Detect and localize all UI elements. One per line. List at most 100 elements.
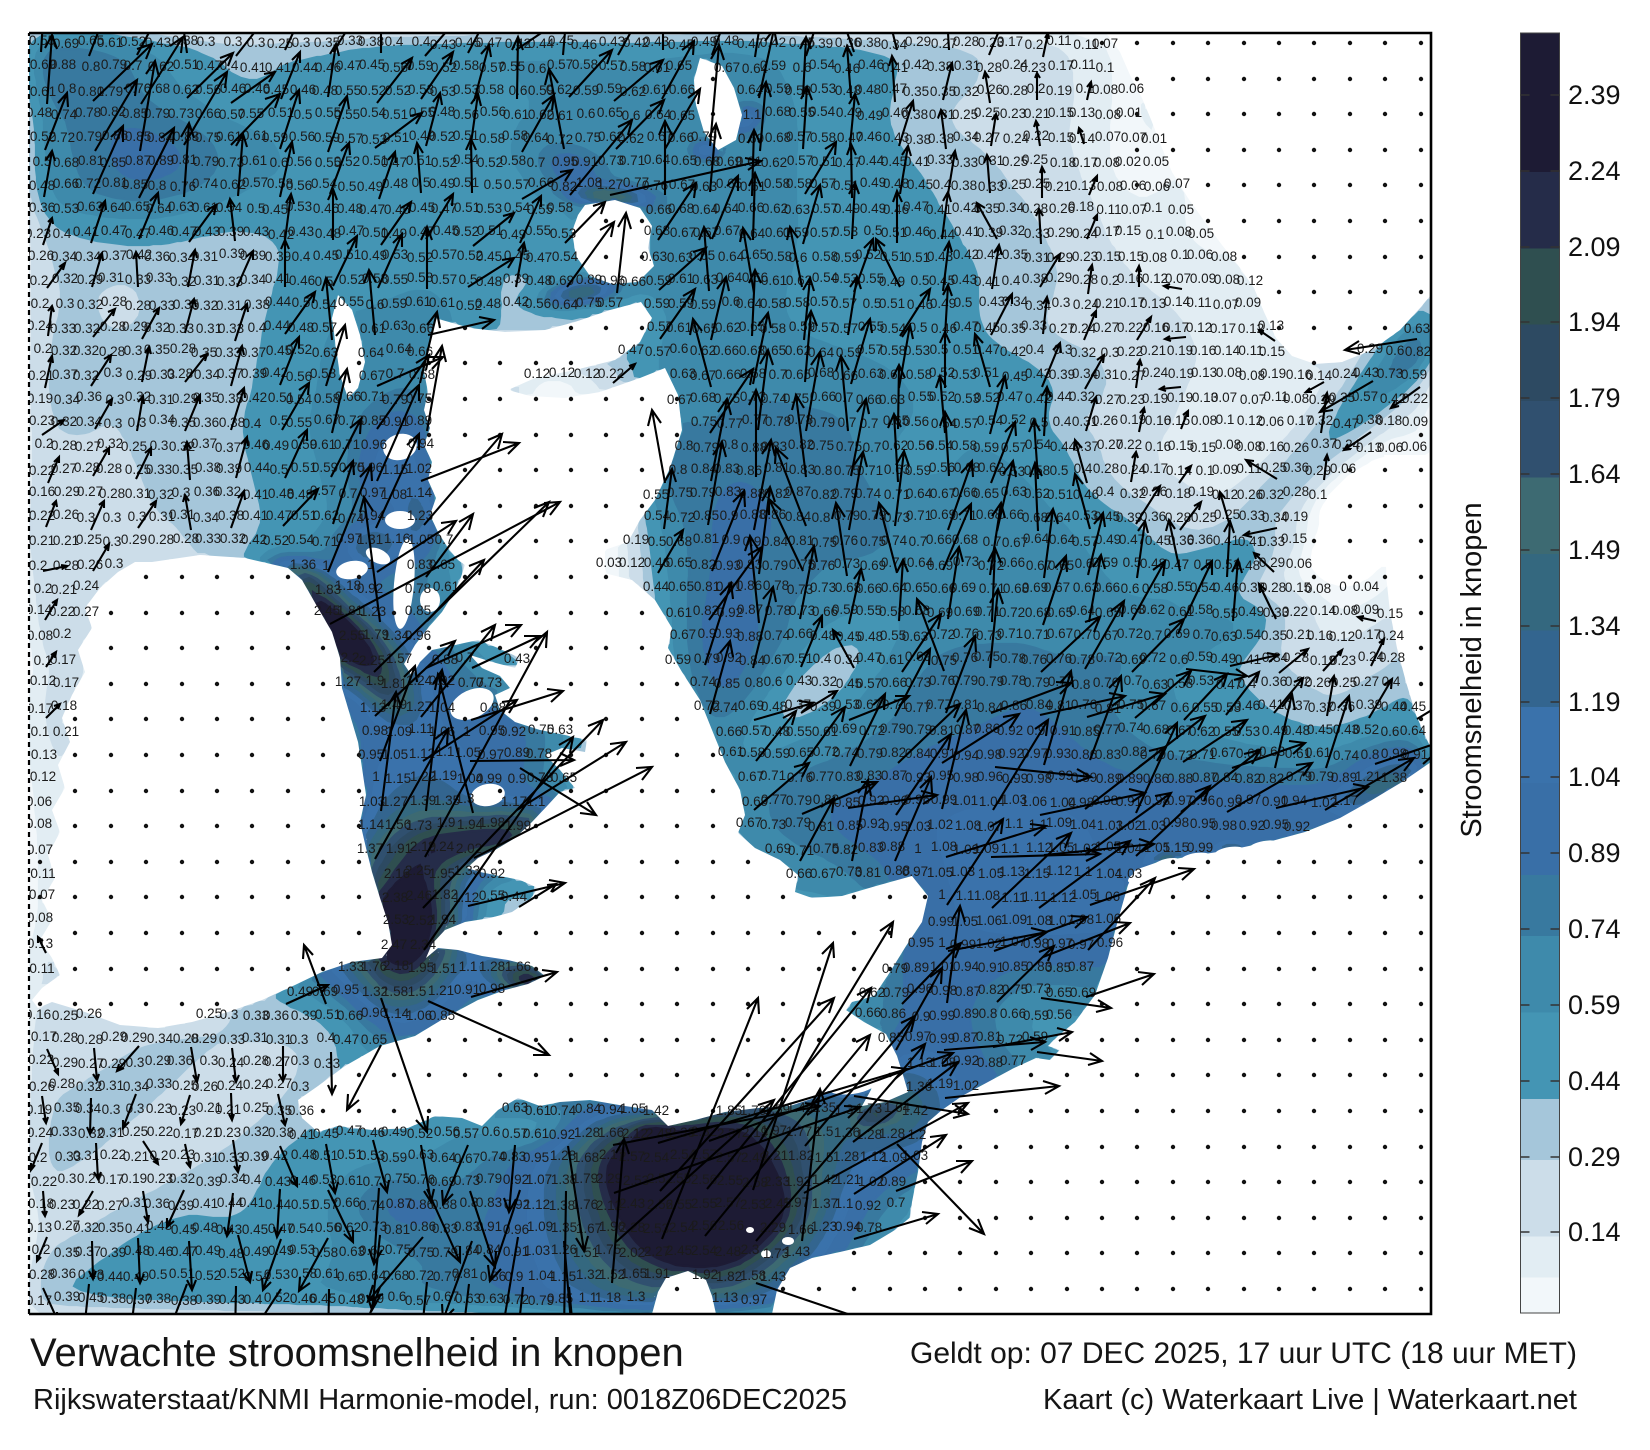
svg-text:0.48: 0.48 xyxy=(29,178,55,193)
svg-text:0.25: 0.25 xyxy=(122,1124,148,1139)
svg-text:0.32: 0.32 xyxy=(220,531,246,546)
svg-text:1.04: 1.04 xyxy=(429,700,456,715)
svg-text:0.85: 0.85 xyxy=(693,508,719,523)
svg-text:0.63: 0.63 xyxy=(168,199,194,214)
svg-text:0.68: 0.68 xyxy=(666,534,692,549)
svg-text:0.83: 0.83 xyxy=(761,439,787,454)
svg-text:0.16: 0.16 xyxy=(1143,320,1169,335)
svg-text:0.12: 0.12 xyxy=(1186,320,1212,335)
svg-text:2.09: 2.09 xyxy=(1568,232,1621,262)
svg-text:0.28: 0.28 xyxy=(148,532,174,547)
svg-text:1.76: 1.76 xyxy=(361,959,387,974)
svg-text:0.51: 0.51 xyxy=(268,390,294,405)
svg-text:1.33: 1.33 xyxy=(338,959,364,974)
svg-text:0.06: 0.06 xyxy=(1120,178,1146,193)
svg-text:0.86: 0.86 xyxy=(1143,771,1169,786)
svg-text:0.69: 0.69 xyxy=(831,721,857,736)
svg-text:0.19: 0.19 xyxy=(1046,83,1072,98)
svg-text:0.41: 0.41 xyxy=(240,60,266,75)
svg-text:1.97: 1.97 xyxy=(783,1195,809,1210)
svg-text:0.51: 0.51 xyxy=(268,105,294,120)
svg-text:0.64: 0.64 xyxy=(808,345,835,360)
svg-text:0.47: 0.47 xyxy=(526,250,552,265)
svg-text:0.64: 0.64 xyxy=(906,486,933,501)
svg-text:0.27: 0.27 xyxy=(1095,392,1121,407)
svg-text:0.15: 0.15 xyxy=(1115,223,1141,238)
svg-text:0.58: 0.58 xyxy=(906,367,932,382)
svg-text:0.68: 0.68 xyxy=(1003,581,1029,596)
svg-text:0.51: 0.51 xyxy=(337,1147,363,1162)
svg-text:0.14: 0.14 xyxy=(1164,294,1191,309)
svg-text:0.06: 0.06 xyxy=(26,794,52,809)
svg-text:0.79: 0.79 xyxy=(1308,769,1334,784)
svg-text:0.54: 0.54 xyxy=(1025,437,1052,452)
svg-text:2.53: 2.53 xyxy=(383,912,409,927)
svg-text:1.11: 1.11 xyxy=(1022,889,1047,904)
svg-text:0.67: 0.67 xyxy=(714,60,740,75)
svg-text:0.25: 0.25 xyxy=(52,1008,78,1023)
svg-text:1.03: 1.03 xyxy=(1140,818,1166,833)
svg-text:2.19: 2.19 xyxy=(742,1125,768,1140)
svg-text:0.17: 0.17 xyxy=(1048,58,1074,73)
svg-text:0.64: 0.64 xyxy=(645,107,672,122)
svg-text:0.79: 0.79 xyxy=(1024,675,1050,690)
svg-text:0.21: 0.21 xyxy=(28,368,54,383)
svg-text:0.48: 0.48 xyxy=(1284,723,1310,738)
svg-text:0.24: 0.24 xyxy=(1332,366,1359,381)
svg-text:0.69: 0.69 xyxy=(927,605,953,620)
svg-text:0.45: 0.45 xyxy=(313,248,339,263)
svg-text:0.74: 0.74 xyxy=(359,1198,386,1213)
svg-text:0.41: 0.41 xyxy=(265,271,291,286)
svg-text:0.8: 0.8 xyxy=(745,675,764,690)
svg-text:0.23: 0.23 xyxy=(215,1125,241,1140)
svg-text:0.3: 0.3 xyxy=(104,365,123,380)
svg-text:0.85: 0.85 xyxy=(122,106,148,121)
svg-text:0.06: 0.06 xyxy=(1330,461,1356,476)
svg-text:0.94: 0.94 xyxy=(598,1102,625,1117)
svg-text:2.46: 2.46 xyxy=(406,888,432,903)
svg-text:0.46: 0.46 xyxy=(856,129,882,144)
svg-text:0.92: 0.92 xyxy=(997,723,1023,738)
svg-text:0.24: 0.24 xyxy=(27,1125,54,1140)
svg-text:0.26: 0.26 xyxy=(53,507,79,522)
svg-text:0.38: 0.38 xyxy=(902,107,928,122)
svg-text:0.67: 0.67 xyxy=(647,129,673,144)
svg-text:0.62: 0.62 xyxy=(1189,724,1215,739)
svg-text:0.5: 0.5 xyxy=(338,179,357,194)
svg-text:1.3: 1.3 xyxy=(627,1289,646,1304)
svg-text:0.53: 0.53 xyxy=(810,81,836,96)
svg-text:0.76: 0.76 xyxy=(1021,652,1047,667)
svg-text:0.66: 0.66 xyxy=(810,389,836,404)
svg-text:0.58: 0.58 xyxy=(760,296,786,311)
svg-text:0.67: 0.67 xyxy=(930,486,956,501)
svg-text:1.42: 1.42 xyxy=(812,1172,838,1187)
svg-text:0.63: 0.63 xyxy=(667,250,693,265)
svg-text:0.48: 0.48 xyxy=(338,1292,364,1307)
svg-text:0.44: 0.44 xyxy=(1050,439,1077,454)
svg-text:0.46: 0.46 xyxy=(644,555,670,570)
svg-text:0.63: 0.63 xyxy=(382,318,408,333)
svg-text:0.5: 0.5 xyxy=(247,201,266,216)
svg-text:1.77: 1.77 xyxy=(786,1124,812,1139)
svg-text:0.79: 0.79 xyxy=(762,558,788,573)
svg-text:0.36: 0.36 xyxy=(144,249,170,264)
svg-text:0.28: 0.28 xyxy=(1260,580,1286,595)
svg-text:0.57: 0.57 xyxy=(405,1293,431,1308)
svg-text:0.54: 0.54 xyxy=(809,104,836,119)
svg-text:0.89: 0.89 xyxy=(880,1174,906,1189)
svg-text:2.53: 2.53 xyxy=(740,1197,766,1212)
svg-text:0.31: 0.31 xyxy=(216,298,242,313)
svg-text:0.58: 0.58 xyxy=(951,438,977,453)
svg-text:0.68: 0.68 xyxy=(1022,510,1048,525)
svg-text:0.26: 0.26 xyxy=(77,557,103,572)
svg-text:1.28: 1.28 xyxy=(879,1126,905,1141)
svg-text:0.59: 0.59 xyxy=(596,81,622,96)
svg-text:1.03: 1.03 xyxy=(1001,792,1027,807)
svg-text:0.27: 0.27 xyxy=(75,439,101,454)
svg-text:0.48: 0.48 xyxy=(857,629,883,644)
svg-text:0.51: 0.51 xyxy=(881,225,907,240)
svg-text:0.63: 0.63 xyxy=(547,722,573,737)
svg-text:0.07: 0.07 xyxy=(1165,271,1191,286)
svg-text:0.3: 0.3 xyxy=(1052,295,1071,310)
svg-text:1.73: 1.73 xyxy=(763,1246,789,1261)
